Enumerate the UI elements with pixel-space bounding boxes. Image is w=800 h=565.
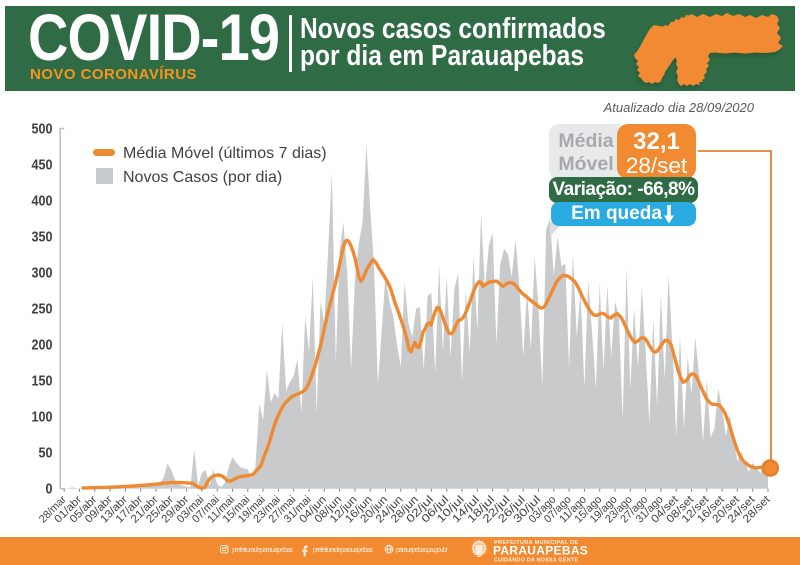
svg-text:200: 200 — [32, 337, 53, 354]
svg-text:prefeituradeparauapebas: prefeituradeparauapebas — [313, 547, 374, 554]
svg-text:CUIDANDO DA NOSSA GENTE: CUIDANDO DA NOSSA GENTE — [494, 558, 578, 564]
svg-text:50: 50 — [39, 445, 53, 462]
svg-text:150: 150 — [32, 373, 53, 390]
svg-text:300: 300 — [32, 265, 53, 282]
svg-text:0: 0 — [46, 481, 53, 498]
svg-text:PREFEITURA MUNICIPAL DE: PREFEITURA MUNICIPAL DE — [494, 540, 578, 546]
svg-text:250: 250 — [32, 301, 53, 318]
svg-text:500: 500 — [32, 121, 53, 138]
svg-text:PARAUAPEBAS: PARAUAPEBAS — [493, 544, 588, 558]
svg-text:parauapebas.pa.gov.br: parauapebas.pa.gov.br — [396, 547, 449, 554]
svg-text:450: 450 — [32, 157, 53, 174]
svg-text:prefeituradeparauapebas: prefeituradeparauapebas — [232, 547, 294, 554]
svg-text:350: 350 — [32, 229, 53, 246]
svg-text:400: 400 — [32, 193, 53, 210]
svg-text:100: 100 — [32, 409, 53, 426]
